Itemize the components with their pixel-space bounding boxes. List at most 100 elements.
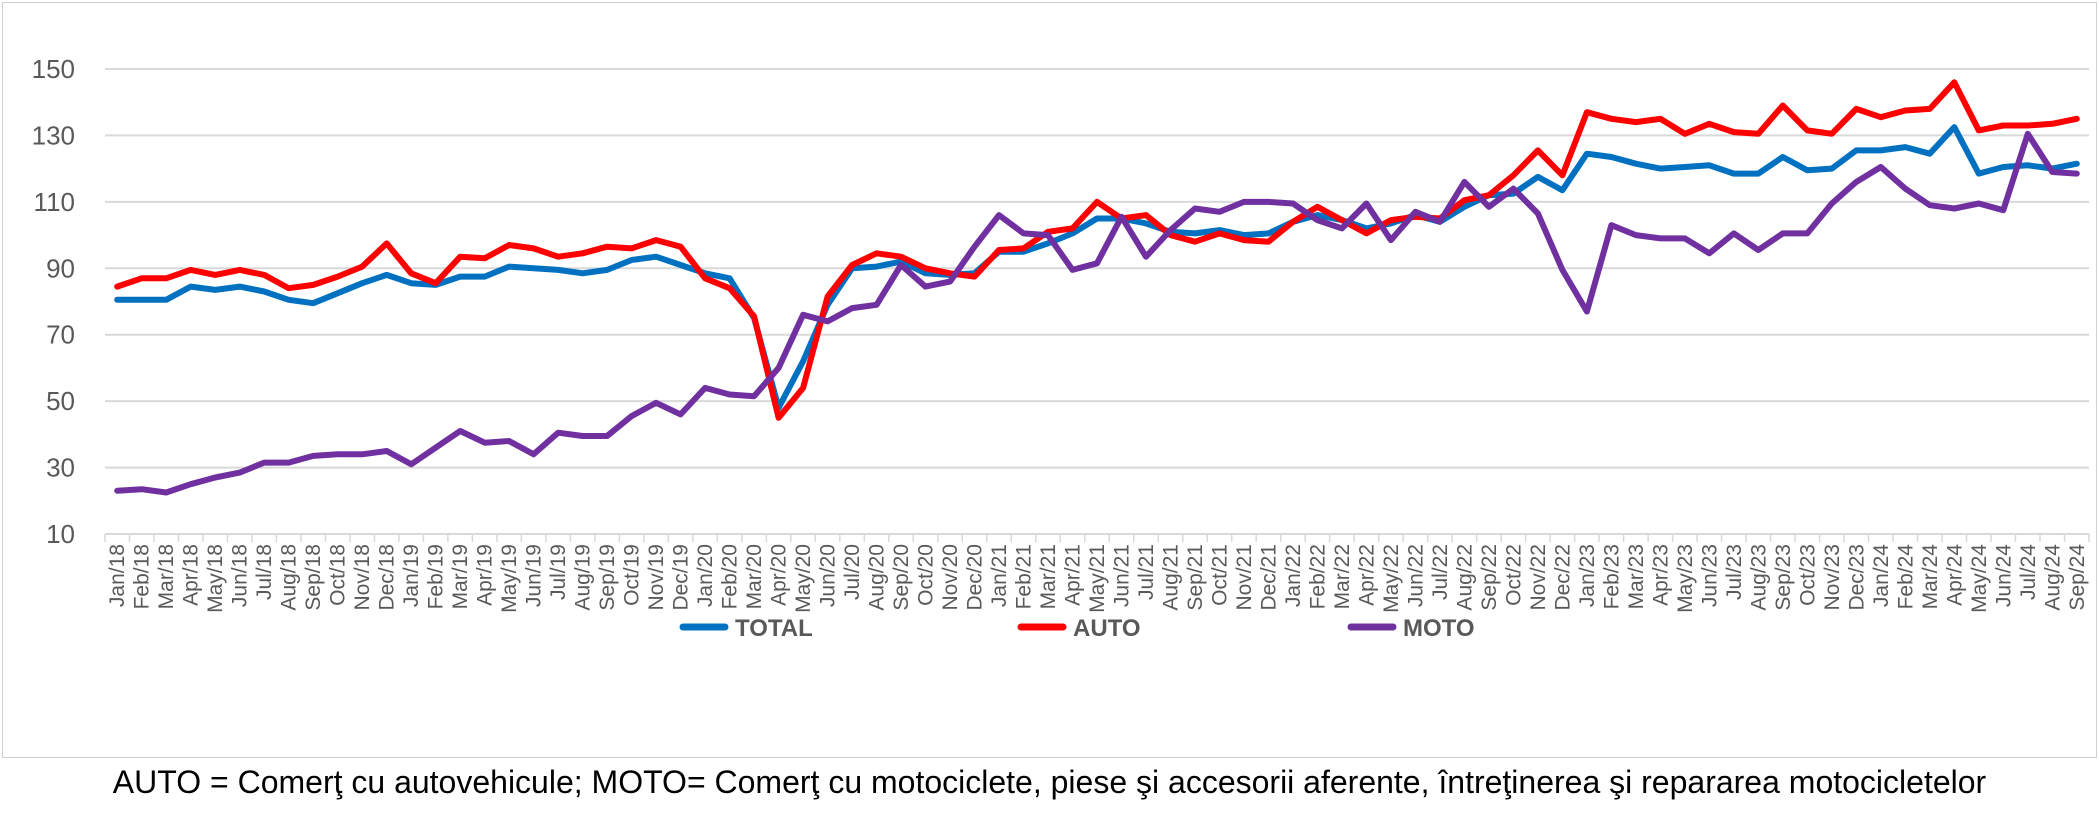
x-tick-label: Sep/19 [596,544,619,611]
x-tick-label: Jan/18 [106,544,129,607]
x-tick-label: May/18 [204,544,227,613]
series-line-auto [117,82,2077,418]
x-tick-label: Nov/21 [1233,544,1256,611]
x-tick-label: Mar/22 [1331,544,1354,609]
x-tick-label: Dec/18 [376,544,399,611]
x-tick-label: Dec/23 [1845,544,1868,611]
x-tick-label: Nov/20 [939,544,962,611]
x-tick-label: Jun/24 [1992,544,2015,607]
x-tick-label: Nov/19 [645,544,668,611]
y-tick-label: 150 [32,54,75,84]
x-tick-label: Apr/18 [180,544,203,606]
x-tick-label: Aug/23 [1747,544,1770,611]
legend-label-moto: MOTO [1403,615,1475,642]
x-tick-label: Sep/22 [1478,544,1501,611]
x-tick-label: Jan/20 [694,544,717,607]
x-tick-label: May/20 [792,544,815,613]
x-tick-label: Jul/21 [1135,544,1158,600]
x-tick-label: Mar/19 [449,544,472,609]
x-tick-label: Aug/20 [866,544,889,611]
y-tick-label: 10 [46,519,75,549]
x-tick-label: Jul/18 [253,544,276,600]
x-tick-label: Jan/21 [988,544,1011,607]
x-tick-label: Mar/20 [743,544,766,609]
y-tick-label: 70 [46,320,75,350]
x-tick-label: Aug/21 [1159,544,1182,611]
x-tick-label: Feb/23 [1600,544,1623,609]
x-tick-label: Feb/24 [1894,544,1917,610]
x-tick-label: Jul/19 [547,544,570,600]
x-tick-label: Sep/23 [1772,544,1795,611]
x-tick-label: Sep/20 [890,544,913,611]
x-tick-label: Feb/18 [131,544,154,609]
x-tick-label: Apr/20 [768,544,791,606]
x-tick-label: Sep/18 [302,544,325,611]
x-tick-label: Oct/18 [327,544,350,606]
x-tick-label: Jul/23 [1723,544,1746,600]
chart-footnote: AUTO = Comerţ cu autovehicule; MOTO= Com… [0,764,2099,801]
x-tick-label: Oct/20 [915,544,938,606]
x-tick-label: Mar/24 [1919,544,1942,610]
x-tick-label: Jan/24 [1870,544,1893,607]
x-axis-tick-labels: Jan/18 Feb/18 Mar/18 Apr/18 May/18 Jun/18 Jul/… [106,544,2089,613]
x-tick-label: Sep/24 [2066,544,2089,611]
y-tick-label: 90 [46,253,75,283]
x-tick-label: May/24 [1968,544,1991,613]
x-tick-label: Oct/21 [1208,544,1231,606]
y-tick-label: 30 [46,453,75,483]
series-lines [117,82,2077,492]
x-tick-label: May/23 [1674,544,1697,613]
x-tick-label: Apr/24 [1943,544,1966,606]
x-tick-label: May/21 [1086,544,1109,613]
x-tick-label: Apr/19 [474,544,497,606]
x-tick-label: Feb/22 [1306,544,1329,609]
x-tick-label: Jun/18 [229,544,252,607]
x-tick-label: Mar/23 [1625,544,1648,609]
y-tick-label: 130 [32,120,75,150]
x-tick-label: Feb/19 [425,544,448,609]
x-tick-label: Sep/21 [1184,544,1207,611]
y-tick-label: 50 [46,386,75,416]
y-axis-tick-labels: 10 30 50 70 90 110 130 150 [32,54,75,549]
x-tick-label: Oct/19 [621,544,644,606]
x-tick-label: Dec/19 [670,544,693,611]
y-tick-label: 110 [34,187,75,217]
legend-label-auto: AUTO [1073,615,1141,642]
x-tick-label: Apr/23 [1649,544,1672,606]
x-tick-label: Mar/21 [1037,544,1060,609]
x-tick-label: Jun/19 [523,544,546,607]
x-tick-label: Jul/24 [2017,544,2040,600]
series-line-moto [117,134,2077,493]
x-tick-label: Dec/21 [1257,544,1280,611]
x-tick-label: Jul/22 [1429,544,1452,600]
x-tick-label: May/19 [498,544,521,613]
gridlines [105,69,2089,468]
x-tick-label: Jun/23 [1698,544,1721,607]
x-tick-label: Nov/23 [1821,544,1844,611]
legend: TOTAL AUTO MOTO [683,615,1475,642]
x-tick-label: Jun/22 [1404,544,1427,607]
x-tick-label: Aug/18 [278,544,301,611]
x-tick-label: Dec/20 [964,544,987,611]
legend-label-total: TOTAL [735,615,813,642]
x-tick-label: Nov/22 [1527,544,1550,611]
x-tick-label: Aug/19 [572,544,595,611]
x-tick-label: Mar/18 [155,544,178,609]
x-tick-label: Jun/20 [817,544,840,607]
x-tick-label: Jan/22 [1282,544,1305,607]
axes [105,534,2089,542]
x-tick-label: Feb/20 [719,544,742,609]
x-tick-label: Jul/20 [841,544,864,600]
x-tick-label: Apr/21 [1062,544,1085,606]
x-tick-label: Nov/18 [351,544,374,611]
x-tick-label: Feb/21 [1013,544,1036,609]
x-tick-label: Oct/23 [1796,544,1819,606]
x-tick-label: Jan/19 [400,544,423,607]
chart-frame: 10 30 50 70 90 110 130 150 Jan/18 Feb/18 Mar/18 Ap… [2,2,2097,758]
x-tick-label: Aug/22 [1453,544,1476,611]
x-tick-label: Apr/22 [1355,544,1378,606]
x-tick-label: Dec/22 [1551,544,1574,611]
x-tick-label: Jun/21 [1110,544,1133,607]
x-tick-label: Jan/23 [1576,544,1599,607]
